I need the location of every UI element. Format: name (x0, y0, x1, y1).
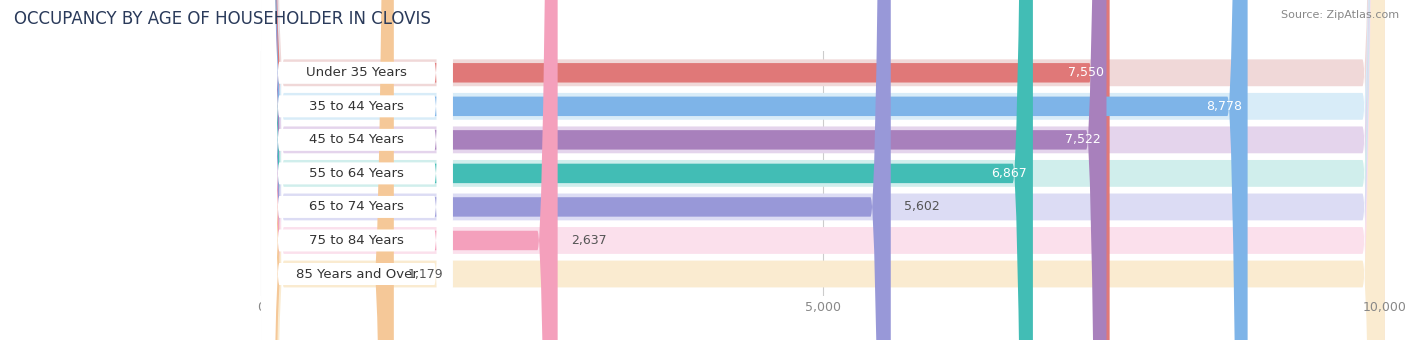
Text: 5,602: 5,602 (904, 201, 941, 214)
FancyBboxPatch shape (262, 0, 453, 340)
Text: 55 to 64 Years: 55 to 64 Years (309, 167, 405, 180)
Text: OCCUPANCY BY AGE OF HOUSEHOLDER IN CLOVIS: OCCUPANCY BY AGE OF HOUSEHOLDER IN CLOVI… (14, 10, 430, 28)
FancyBboxPatch shape (262, 0, 453, 340)
Text: 7,522: 7,522 (1066, 133, 1101, 146)
FancyBboxPatch shape (262, 0, 394, 340)
Text: 35 to 44 Years: 35 to 44 Years (309, 100, 405, 113)
FancyBboxPatch shape (262, 0, 1385, 340)
FancyBboxPatch shape (262, 0, 1385, 340)
FancyBboxPatch shape (262, 0, 453, 340)
FancyBboxPatch shape (262, 0, 1033, 340)
Text: 8,778: 8,778 (1206, 100, 1241, 113)
Text: 6,867: 6,867 (991, 167, 1028, 180)
Text: 75 to 84 Years: 75 to 84 Years (309, 234, 405, 247)
FancyBboxPatch shape (262, 0, 453, 340)
FancyBboxPatch shape (262, 0, 558, 340)
Text: Under 35 Years: Under 35 Years (307, 66, 408, 79)
FancyBboxPatch shape (262, 0, 891, 340)
Text: 65 to 74 Years: 65 to 74 Years (309, 201, 405, 214)
FancyBboxPatch shape (262, 0, 1385, 340)
FancyBboxPatch shape (262, 0, 453, 340)
FancyBboxPatch shape (262, 0, 1385, 340)
FancyBboxPatch shape (262, 0, 1107, 340)
Text: 85 Years and Over: 85 Years and Over (295, 268, 418, 280)
Text: Source: ZipAtlas.com: Source: ZipAtlas.com (1281, 10, 1399, 20)
FancyBboxPatch shape (262, 0, 1385, 340)
Text: 45 to 54 Years: 45 to 54 Years (309, 133, 405, 146)
FancyBboxPatch shape (262, 0, 453, 340)
FancyBboxPatch shape (262, 0, 1109, 340)
FancyBboxPatch shape (262, 0, 1247, 340)
FancyBboxPatch shape (262, 0, 1385, 340)
FancyBboxPatch shape (262, 0, 1385, 340)
Text: 1,179: 1,179 (408, 268, 443, 280)
FancyBboxPatch shape (262, 0, 453, 340)
Text: 7,550: 7,550 (1069, 66, 1104, 79)
Text: 2,637: 2,637 (571, 234, 607, 247)
